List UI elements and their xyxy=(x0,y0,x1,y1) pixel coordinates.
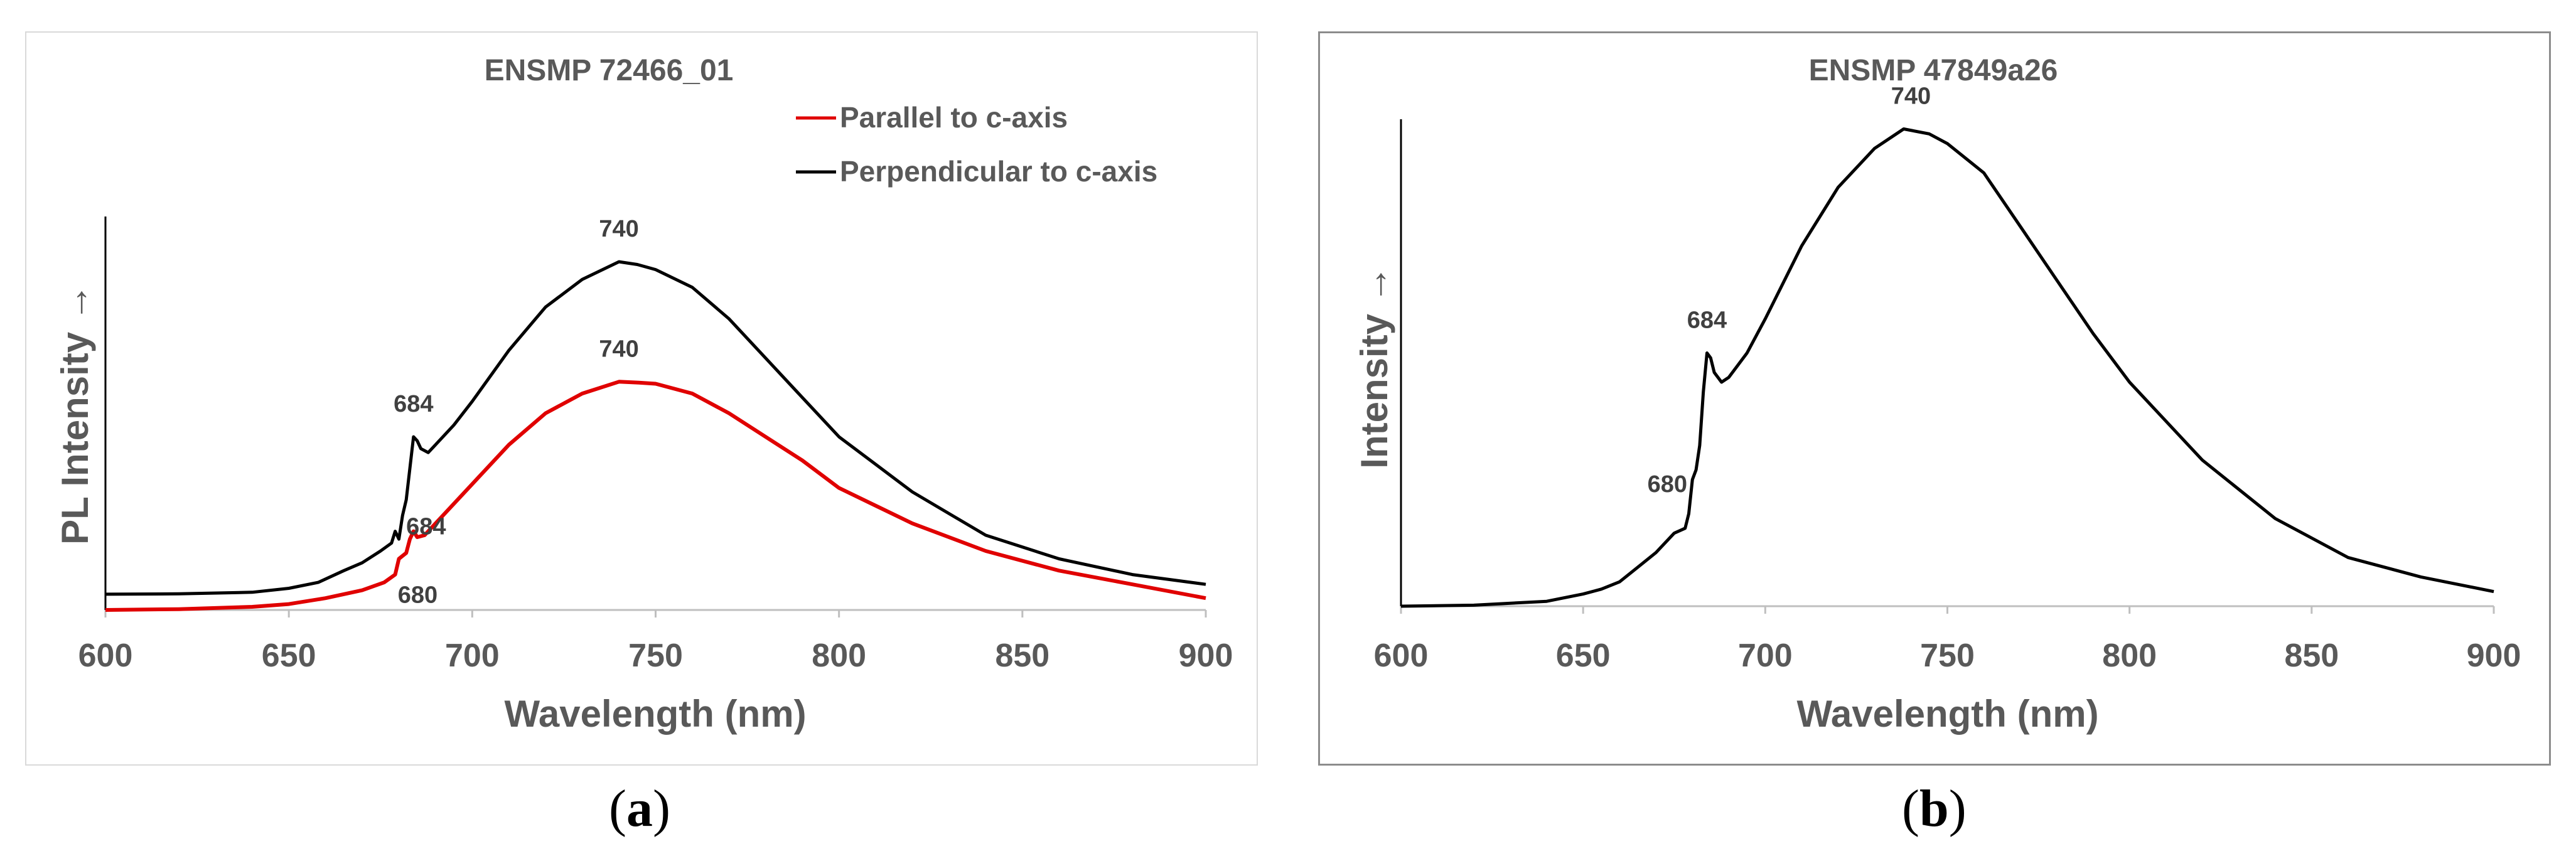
chart-b-ylabel: Intensity → xyxy=(1353,265,1395,468)
chart-a-peak-label: 684 xyxy=(394,391,433,417)
chart-a-tick-label: 850 xyxy=(995,638,1049,674)
caption-a: (a) xyxy=(609,779,670,838)
chart-a-legend: Parallel to c-axis Perpendicular to c-ax… xyxy=(796,101,1157,188)
chart-a-peak-label: 684 xyxy=(406,514,446,540)
chart-b-tick-label: 700 xyxy=(1738,638,1793,674)
panel-b-chart: ENSMP 47849a26 Wavelength (nm) Intensity… xyxy=(1353,54,2521,735)
chart-a-series-line-0 xyxy=(105,380,1206,612)
chart-a-tick-label: 700 xyxy=(445,638,500,674)
chart-b-tick-label: 600 xyxy=(1374,638,1429,674)
chart-a-tick-label: 650 xyxy=(262,638,316,674)
chart-a-title: ENSMP 72466_01 xyxy=(485,54,734,87)
chart-a-series-line-1 xyxy=(105,260,1206,596)
chart-a-peak-label: 740 xyxy=(599,216,638,242)
caption-b-letter: b xyxy=(1919,779,1949,838)
panel-a-frame xyxy=(25,31,1258,766)
chart-a-xlabel: Wavelength (nm) xyxy=(504,693,806,735)
chart-b-peak-label: 740 xyxy=(1891,83,1931,110)
chart-a-tick-label: 750 xyxy=(628,638,683,674)
legend-label-parallel: Parallel to c-axis xyxy=(840,101,1068,134)
caption-a-letter: a xyxy=(626,779,653,838)
panel-a-chart: ENSMP 72466_01 Wavelength (nm) PL Intens… xyxy=(54,54,1233,735)
chart-b-tick-label: 850 xyxy=(2284,638,2339,674)
chart-b-tick-label: 750 xyxy=(1920,638,1975,674)
chart-b-series-line-0 xyxy=(1400,127,2494,608)
chart-b-xlabel: Wavelength (nm) xyxy=(1796,693,2098,735)
chart-b-peak-label: 684 xyxy=(1687,307,1727,333)
chart-b-tick-label: 650 xyxy=(1556,638,1611,674)
chart-b-peak-label: 680 xyxy=(1648,471,1687,498)
chart-b-tick-label: 900 xyxy=(2467,638,2521,674)
chart-b-title: ENSMP 47849a26 xyxy=(1809,54,2058,87)
chart-a-tick-label: 800 xyxy=(812,638,866,674)
chart-a-peak-label: 680 xyxy=(398,582,437,608)
chart-a-tick-label: 600 xyxy=(78,638,133,674)
chart-a-peak-label: 740 xyxy=(599,336,638,362)
chart-a-tick-label: 900 xyxy=(1179,638,1233,674)
panel-b-frame xyxy=(1318,31,2551,766)
chart-a-ylabel: PL Intensity → xyxy=(54,284,96,545)
chart-b-tick-label: 800 xyxy=(2102,638,2157,674)
legend-label-perpendicular: Perpendicular to c-axis xyxy=(840,155,1157,188)
caption-b: (b) xyxy=(1902,779,1967,838)
